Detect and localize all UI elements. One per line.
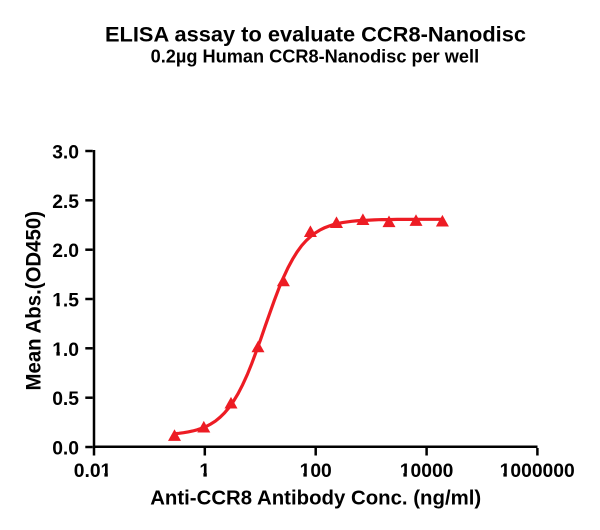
svg-text:2.5: 2.5 bbox=[52, 192, 79, 213]
svg-text:Mean Abs.(OD450): Mean Abs.(OD450) bbox=[22, 211, 45, 391]
svg-text:3.0: 3.0 bbox=[52, 142, 79, 163]
svg-text:0.5: 0.5 bbox=[52, 389, 79, 410]
svg-text:0.01: 0.01 bbox=[74, 461, 112, 482]
svg-text:2.0: 2.0 bbox=[52, 241, 79, 262]
svg-text:1.0: 1.0 bbox=[52, 340, 79, 361]
svg-text:100: 100 bbox=[300, 461, 332, 482]
svg-text:0.0: 0.0 bbox=[52, 438, 79, 459]
svg-text:1: 1 bbox=[199, 461, 210, 482]
svg-text:10000: 10000 bbox=[400, 461, 454, 482]
svg-text:1000000: 1000000 bbox=[500, 461, 575, 482]
svg-text:1.5: 1.5 bbox=[52, 290, 79, 311]
svg-text:ELISA assay to evaluate CCR8-N: ELISA assay to evaluate CCR8-Nanodisc bbox=[105, 23, 526, 46]
svg-text:Anti-CCR8 Antibody Conc. (ng/m: Anti-CCR8 Antibody Conc. (ng/ml) bbox=[150, 487, 481, 510]
svg-text:0.2µg Human CCR8-Nanodisc per: 0.2µg Human CCR8-Nanodisc per well bbox=[151, 46, 480, 67]
